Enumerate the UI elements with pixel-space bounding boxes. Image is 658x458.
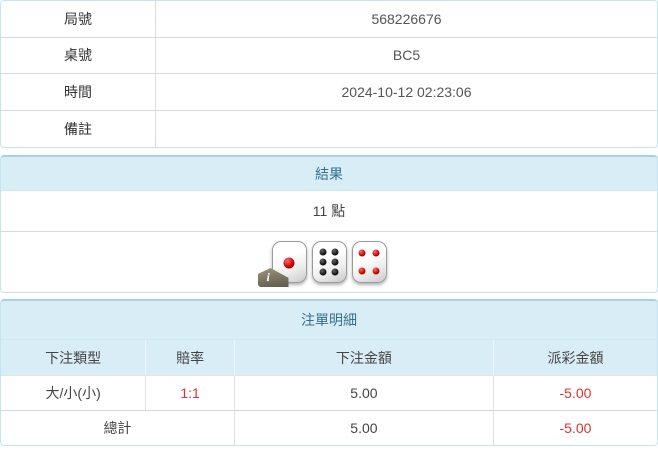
total-label: 總計 <box>103 420 132 436</box>
bet-record-page: 局號 568226676 桌號 BC5 時間 2024-10-12 02:23:… <box>0 0 658 446</box>
col-payout: 派彩金額 <box>492 340 657 375</box>
result-header: 結果 <box>1 157 657 191</box>
die-pip <box>283 257 295 269</box>
die-face-1 <box>271 241 307 283</box>
die-pip <box>358 267 366 275</box>
remark-label: 備註 <box>1 110 156 147</box>
odds-cell: 1:1 <box>145 376 234 410</box>
bet-details-header: 注單明細 <box>1 301 657 340</box>
info-row-game-number: 局號 568226676 <box>1 1 657 38</box>
table-number-label: 桌號 <box>1 37 156 73</box>
bet-table-total-row: 總計 5.00 -5.00 <box>1 410 657 445</box>
die-face-6 <box>311 241 347 283</box>
die-pip <box>358 249 366 257</box>
col-bet-type: 下注類型 <box>45 349 102 366</box>
die-pip <box>319 268 327 276</box>
result-points: 11 點 <box>1 191 657 232</box>
info-row-time: 時間 2024-10-12 02:23:06 <box>1 74 657 111</box>
die-pip <box>319 248 327 256</box>
die-pip <box>331 268 339 276</box>
total-bet-amount: 5.00 <box>233 411 493 445</box>
col-odds: 賠率 <box>145 340 234 375</box>
dice-group: i <box>257 241 387 287</box>
die-pip <box>331 258 339 266</box>
info-row-table-number: 桌號 BC5 <box>1 37 657 74</box>
bet-table-header-row: 下注類型 賠率 下注金額 派彩金額 <box>1 340 657 375</box>
die-face-4 <box>351 241 387 283</box>
info-row-remark: 備註 <box>1 110 657 148</box>
game-info-table: 局號 568226676 桌號 BC5 時間 2024-10-12 02:23:… <box>0 0 658 148</box>
bet-type-cell: 大/小(小) <box>45 385 101 401</box>
table-number-value: BC5 <box>392 47 421 64</box>
total-payout: -5.00 <box>492 411 657 445</box>
die-pip <box>331 248 339 256</box>
die-pip <box>319 258 327 266</box>
time-label: 時間 <box>1 74 156 110</box>
die-pip <box>372 267 380 275</box>
game-number-label: 局號 <box>1 1 156 37</box>
bet-amount-cell: 5.00 <box>233 376 493 410</box>
result-panel: 結果 11 點 i <box>0 155 658 293</box>
dice-row: i <box>1 232 657 292</box>
remark-value <box>156 111 657 148</box>
payout-cell: -5.00 <box>492 376 657 410</box>
die-pip <box>372 249 380 257</box>
time-value: 2024-10-12 02:23:06 <box>341 83 472 100</box>
game-number-value: 568226676 <box>371 10 442 27</box>
bet-table-row: 大/小(小) 1:1 5.00 -5.00 <box>1 375 657 410</box>
bet-details-panel: 注單明細 下注類型 賠率 下注金額 派彩金額 大/小(小) 1:1 5.00 -… <box>0 299 658 446</box>
col-bet-amount: 下注金額 <box>233 340 493 375</box>
